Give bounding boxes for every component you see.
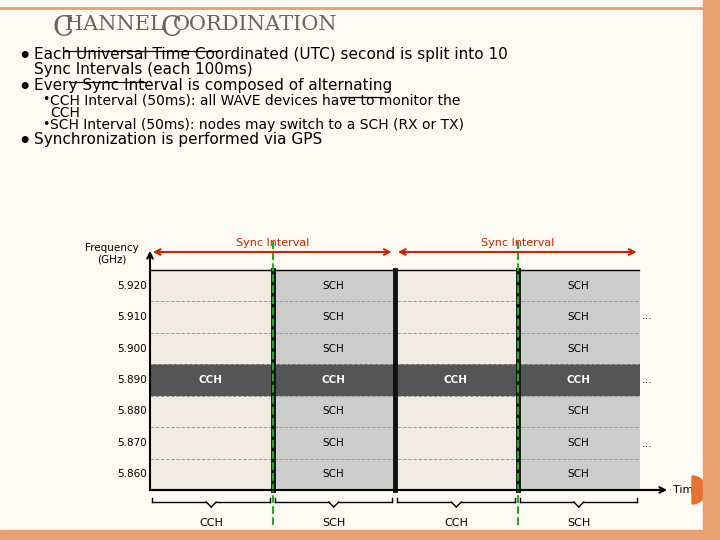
Text: SCH Interval (50ms): nodes may switch to a SCH (RX or TX): SCH Interval (50ms): nodes may switch to… xyxy=(50,118,464,132)
Text: 5.920: 5.920 xyxy=(117,281,147,291)
Text: SCH: SCH xyxy=(323,312,344,322)
Text: SCH: SCH xyxy=(323,407,344,416)
Bar xyxy=(272,396,395,427)
Bar xyxy=(395,458,517,490)
Text: CCH
Interval: CCH Interval xyxy=(435,518,477,539)
Text: C: C xyxy=(52,15,73,42)
Bar xyxy=(272,301,395,333)
Bar xyxy=(395,396,517,427)
Text: 5.880: 5.880 xyxy=(117,407,147,416)
Text: SCH: SCH xyxy=(323,469,344,480)
Bar xyxy=(272,427,395,458)
Text: SCH: SCH xyxy=(567,407,589,416)
Bar xyxy=(272,458,395,490)
Bar xyxy=(518,301,639,333)
Text: CCH: CCH xyxy=(566,375,590,385)
Bar xyxy=(150,333,272,364)
Text: SCH: SCH xyxy=(567,312,589,322)
Bar xyxy=(518,427,639,458)
Text: •: • xyxy=(42,93,50,106)
Bar xyxy=(150,270,272,301)
Text: ...: ... xyxy=(642,311,653,321)
Text: Synchronization is performed via GPS: Synchronization is performed via GPS xyxy=(34,132,323,147)
Text: 5.890: 5.890 xyxy=(117,375,147,385)
Text: •: • xyxy=(42,118,50,131)
Text: Sync Interval: Sync Interval xyxy=(480,238,554,248)
Bar xyxy=(150,396,272,427)
Bar xyxy=(0,530,720,540)
Wedge shape xyxy=(692,476,706,504)
Text: Each Universal Time Coordinated (UTC) second is split into 10: Each Universal Time Coordinated (UTC) se… xyxy=(34,47,508,62)
Text: Sync Interval: Sync Interval xyxy=(235,238,309,248)
Text: CCH: CCH xyxy=(199,375,222,385)
Text: 5.910: 5.910 xyxy=(117,312,147,322)
Text: SCH: SCH xyxy=(323,343,344,354)
Text: CCH
Interval: CCH Interval xyxy=(190,518,233,539)
Text: 5.860: 5.860 xyxy=(117,469,147,480)
Bar xyxy=(518,270,639,301)
Text: •: • xyxy=(18,47,30,66)
Text: SCH: SCH xyxy=(567,469,589,480)
Text: SCH: SCH xyxy=(323,438,344,448)
Text: CCH Interval (50ms): all WAVE devices have to monitor the: CCH Interval (50ms): all WAVE devices ha… xyxy=(50,93,460,107)
Bar xyxy=(150,270,640,490)
Text: SCH
Interval: SCH Interval xyxy=(557,518,600,539)
Text: ...: ... xyxy=(642,375,653,385)
Text: C: C xyxy=(160,15,181,42)
Text: Every Sync Interval is composed of alternating: Every Sync Interval is composed of alter… xyxy=(34,78,392,93)
Bar xyxy=(703,0,720,540)
Text: Sync Intervals (each 100ms): Sync Intervals (each 100ms) xyxy=(34,62,253,77)
Bar xyxy=(395,333,517,364)
Bar xyxy=(150,364,272,396)
Text: 5.900: 5.900 xyxy=(117,343,147,354)
Text: CCH: CCH xyxy=(444,375,468,385)
Bar xyxy=(518,364,639,396)
Text: SCH: SCH xyxy=(567,343,589,354)
Text: 5.870: 5.870 xyxy=(117,438,147,448)
Text: CCH: CCH xyxy=(321,375,346,385)
Bar xyxy=(518,333,639,364)
Text: •: • xyxy=(18,132,30,151)
Text: Frequency
(GHz): Frequency (GHz) xyxy=(85,244,139,265)
Bar xyxy=(395,364,517,396)
Text: SCH: SCH xyxy=(567,281,589,291)
Bar xyxy=(150,458,272,490)
Bar xyxy=(395,270,517,301)
Bar xyxy=(395,427,517,458)
Bar xyxy=(518,458,639,490)
Text: •: • xyxy=(18,78,30,97)
Text: HANNEL: HANNEL xyxy=(65,15,171,34)
Bar xyxy=(395,301,517,333)
Bar xyxy=(272,333,395,364)
Text: SCH: SCH xyxy=(323,281,344,291)
Bar xyxy=(272,270,395,301)
Text: OORDINATION: OORDINATION xyxy=(173,15,338,34)
Text: CCH: CCH xyxy=(50,106,80,120)
Bar xyxy=(272,364,395,396)
Text: SCH
Interval: SCH Interval xyxy=(312,518,355,539)
Bar xyxy=(150,427,272,458)
Bar xyxy=(150,301,272,333)
Text: SCH: SCH xyxy=(567,438,589,448)
Bar xyxy=(518,396,639,427)
Text: Time: Time xyxy=(673,485,701,495)
Text: ...: ... xyxy=(642,439,653,449)
